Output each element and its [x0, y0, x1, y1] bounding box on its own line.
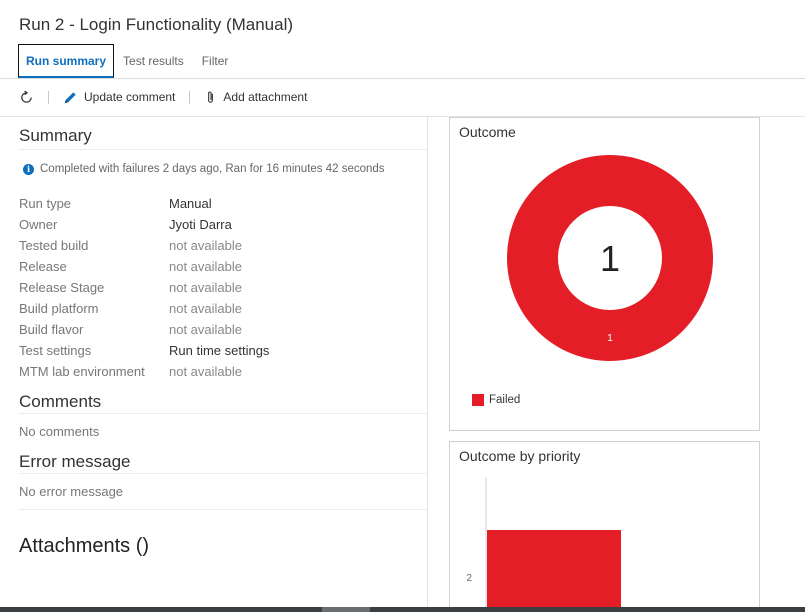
property-row: Tested build not available — [19, 235, 269, 256]
toolbar-separator — [189, 90, 191, 104]
attachments-heading: Attachments () — [19, 535, 150, 557]
property-label: Tested build — [19, 238, 89, 253]
tab-filter[interactable]: Filter — [201, 54, 229, 68]
toolbar-divider — [0, 116, 805, 117]
run-status: i Completed with failures 2 days ago, Ra… — [23, 163, 385, 175]
refresh-button[interactable] — [19, 89, 34, 105]
comments-empty: No comments — [19, 424, 100, 439]
outcome-by-priority-card: Outcome by priority 2 — [449, 441, 760, 612]
outcome-title: Outcome — [459, 124, 516, 140]
property-row: Release Stage not available — [19, 277, 269, 298]
property-label: Test settings — [19, 343, 92, 358]
property-label: Build platform — [19, 301, 99, 316]
tabs-divider — [0, 78, 805, 79]
outcome-by-priority-title: Outcome by priority — [459, 448, 581, 464]
property-value: not available — [169, 301, 242, 316]
attachments-divider — [19, 509, 427, 510]
property-value: not available — [169, 238, 242, 253]
property-row: Test settings Run time settings — [19, 340, 269, 361]
legend-swatch-failed — [472, 394, 484, 406]
scrollbar-thumb[interactable] — [322, 607, 370, 612]
priority-bar-chart: 2 — [466, 478, 621, 612]
property-value: not available — [169, 322, 242, 337]
legend-label-failed: Failed — [489, 394, 521, 406]
pane-splitter[interactable] — [427, 117, 428, 612]
property-row: Run type Manual — [19, 193, 269, 214]
tab-test-results[interactable]: Test results — [123, 54, 184, 68]
paperclip-icon — [208, 91, 214, 103]
donut-slice-failed[interactable] — [507, 155, 713, 361]
error-message-divider — [19, 473, 427, 474]
outcome-donut-chart: 11 — [507, 155, 713, 361]
comments-divider — [19, 413, 427, 414]
bar-priority-2[interactable] — [487, 530, 621, 612]
page-title: Run 2 - Login Functionality (Manual) — [19, 15, 294, 34]
property-value: Run time settings — [169, 343, 270, 358]
error-message-heading: Error message — [19, 452, 131, 471]
donut-center-value: 1 — [600, 238, 620, 279]
run-status-text: Completed with failures 2 days ago, Ran … — [40, 163, 385, 175]
property-label: Release Stage — [19, 280, 105, 295]
summary-heading: Summary — [19, 126, 92, 145]
pencil-icon — [64, 91, 76, 103]
property-row: Build flavor not available — [19, 319, 269, 340]
property-row: Release not available — [19, 256, 269, 277]
property-label: Build flavor — [19, 322, 84, 337]
update-comment-button[interactable]: Update comment — [63, 90, 175, 105]
toolbar-separator — [48, 90, 49, 104]
property-label: Release — [19, 259, 67, 274]
horizontal-scrollbar[interactable] — [0, 607, 805, 612]
property-value: not available — [169, 259, 242, 274]
outcome-legend: Failed — [472, 394, 520, 406]
property-value: Jyoti Darra — [169, 217, 232, 232]
property-row: Owner Jyoti Darra — [19, 214, 269, 235]
info-icon: i — [23, 163, 34, 175]
property-value: not available — [169, 280, 242, 295]
property-row: MTM lab environment not available — [19, 361, 269, 382]
tab-run-summary[interactable]: Run summary — [18, 44, 115, 78]
add-attachment-button[interactable]: Add attachment — [204, 90, 307, 105]
update-comment-label: Update comment — [84, 90, 176, 104]
error-message-empty: No error message — [19, 484, 124, 499]
tab-bar: Run summary Test results Filter — [18, 44, 237, 78]
property-label: Run type — [19, 196, 72, 211]
refresh-icon — [21, 89, 32, 103]
toolbar: Update comment Add attachment — [19, 86, 307, 108]
donut-slice-label: 1 — [607, 333, 613, 344]
add-attachment-label: Add attachment — [223, 90, 308, 104]
comments-heading: Comments — [19, 392, 102, 411]
y-tick-label: 2 — [466, 573, 472, 584]
summary-divider — [19, 149, 427, 150]
property-row: Build platform not available — [19, 298, 269, 319]
property-value: not available — [169, 364, 242, 379]
run-properties: Run type Manual Owner Jyoti Darra Tested… — [19, 193, 269, 382]
property-value: Manual — [169, 196, 212, 211]
property-label: MTM lab environment — [19, 364, 145, 379]
property-label: Owner — [19, 217, 58, 232]
